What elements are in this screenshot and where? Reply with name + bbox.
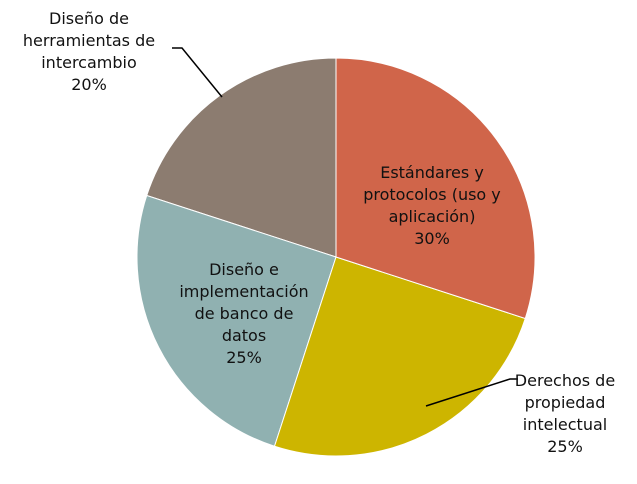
slice-label: Estándares y protocolos (uso y aplicació…	[352, 162, 512, 250]
value-label: 25%	[226, 348, 262, 367]
pie-slice	[136, 194, 337, 447]
pie-slice	[335, 57, 536, 320]
leader-line	[172, 47, 223, 98]
category-label: Derechos de propiedad intelectual	[514, 371, 616, 434]
slice-label: Diseño e implementación de banco de dato…	[170, 259, 318, 369]
slice-label: Derechos de propiedad intelectual 25%	[506, 370, 624, 458]
category-label: Estándares y protocolos (uso y aplicació…	[363, 163, 501, 226]
pie-slice	[273, 256, 526, 457]
slice-label: Diseño de herramientas de intercambio 20%	[4, 8, 174, 96]
value-label: 20%	[71, 75, 107, 94]
value-label: 30%	[414, 229, 450, 248]
category-label: Diseño e implementación de banco de dato…	[179, 260, 309, 345]
pie-slice	[146, 57, 337, 258]
value-label: 25%	[547, 437, 583, 456]
category-label: Diseño de herramientas de intercambio	[22, 9, 156, 72]
leader-line	[425, 378, 518, 407]
